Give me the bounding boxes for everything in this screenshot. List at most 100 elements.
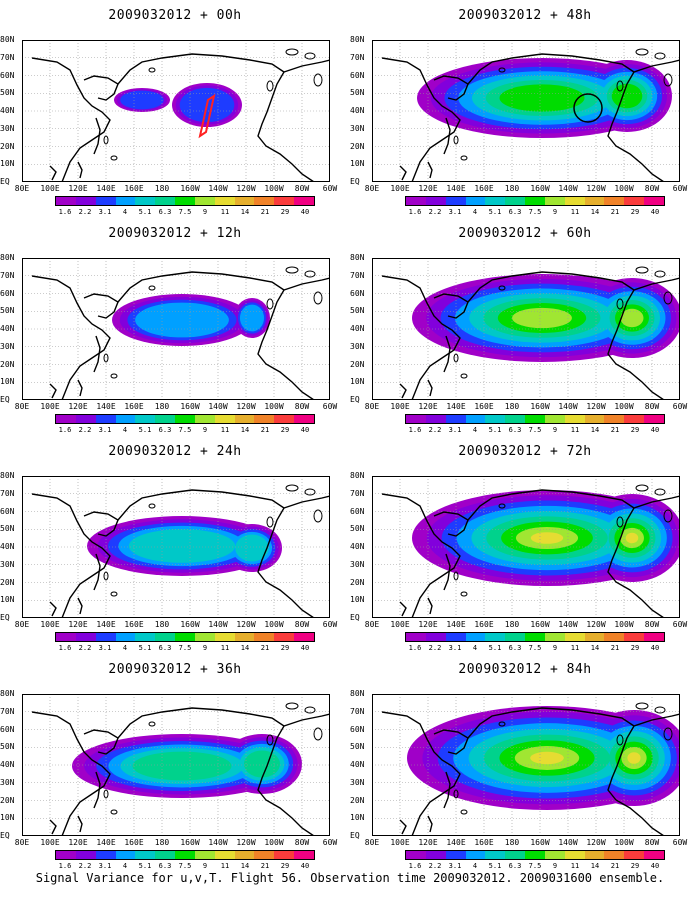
colorbar-swatch xyxy=(115,415,136,423)
latitude-label: 60N xyxy=(350,506,365,516)
latitude-label: 60N xyxy=(350,724,365,734)
colorbar-tick-label: 29 xyxy=(630,862,640,870)
island-outline xyxy=(110,373,118,379)
colorbar-tick-label: 7.5 xyxy=(178,208,192,216)
coastline xyxy=(399,819,407,835)
island-outline xyxy=(148,503,156,509)
longitude-label: 80E xyxy=(364,402,380,411)
colorbar-swatch xyxy=(465,633,486,641)
longitude-label: 80W xyxy=(294,838,310,847)
colorbar-tick-label: 1.6 xyxy=(408,426,422,434)
panel-title: 2009032012 + 24h xyxy=(108,444,242,459)
coastline xyxy=(31,57,111,182)
colorbar-swatch xyxy=(294,415,314,423)
island-outline xyxy=(266,734,274,746)
longitude-label: 160E xyxy=(124,620,144,629)
coastline xyxy=(381,275,461,400)
colorbar-swatch xyxy=(254,851,275,859)
latitude-label: EQ xyxy=(350,613,360,622)
variance-contour xyxy=(625,532,639,544)
colorbar-tick-label: 4 xyxy=(122,644,128,652)
longitude-label: 140E xyxy=(446,402,466,411)
colorbar-swatch xyxy=(56,197,76,205)
colorbar-tick-label: 21 xyxy=(260,208,270,216)
coastline xyxy=(83,293,119,319)
island-outline xyxy=(654,488,666,496)
colorbar-tick-label: 14 xyxy=(240,426,250,434)
longitude-label: 180 xyxy=(504,838,520,847)
colorbar-swatch xyxy=(485,197,506,205)
longitude-label: 120W xyxy=(586,620,606,629)
map-frame xyxy=(22,40,330,182)
colorbar-swatch xyxy=(155,633,176,641)
island-outline xyxy=(635,702,649,710)
colorbar-tick-label: 3.1 xyxy=(448,862,462,870)
longitude-label: 120W xyxy=(586,184,606,193)
colorbar-swatch xyxy=(115,197,136,205)
colorbar-swatch xyxy=(445,633,466,641)
colorbar-swatch xyxy=(564,415,585,423)
longitude-label: 180 xyxy=(154,402,170,411)
latitude-label: EQ xyxy=(350,831,360,840)
longitude-label: 120W xyxy=(586,402,606,411)
colorbar-tick-label: 2.2 xyxy=(78,644,92,652)
colorbar-tick-label: 3.1 xyxy=(448,208,462,216)
longitude-label: 140E xyxy=(96,838,116,847)
island-outline xyxy=(460,591,468,597)
latitude-label: 20N xyxy=(0,359,15,369)
island-outline xyxy=(460,155,468,161)
colorbar-tick-label: 40 xyxy=(650,426,660,434)
latitude-label: 40N xyxy=(0,760,15,769)
longitude-label: 140E xyxy=(96,184,116,193)
latitude-label: 60N xyxy=(0,288,15,298)
colorbar-tick-label: 14 xyxy=(590,426,600,434)
longitude-label: 100E xyxy=(390,620,410,629)
colorbar-swatch xyxy=(505,415,526,423)
longitude-label: 60W xyxy=(322,620,338,629)
latitude-label: 40N xyxy=(0,542,15,551)
coastline xyxy=(31,493,111,618)
longitude-label: 140W xyxy=(208,184,228,193)
latitude-label: 40N xyxy=(350,324,365,333)
colorbar-tick-label: 5.1 xyxy=(138,644,152,652)
colorbar xyxy=(55,196,315,206)
colorbar-tick-label: 21 xyxy=(260,426,270,434)
coastline xyxy=(427,597,433,615)
variance-map xyxy=(22,258,330,400)
colorbar-swatch xyxy=(194,851,215,859)
colorbar-tick-label: 4 xyxy=(472,644,478,652)
longitude-label: 160E xyxy=(124,838,144,847)
island-outline xyxy=(498,503,506,509)
island-outline xyxy=(453,353,459,363)
colorbar-tick-label: 9 xyxy=(202,644,208,652)
colorbar-swatch xyxy=(56,415,76,423)
longitude-label: 80E xyxy=(364,838,380,847)
longitude-label: 100E xyxy=(40,184,60,193)
colorbar-swatch xyxy=(644,415,664,423)
colorbar-swatch xyxy=(584,415,605,423)
colorbar-swatch xyxy=(465,415,486,423)
latitude-label: 20N xyxy=(350,359,365,369)
longitude-label: 60W xyxy=(322,402,338,411)
colorbar-swatch xyxy=(75,633,96,641)
longitude-label: 80E xyxy=(14,620,30,629)
coastline xyxy=(93,771,101,809)
island-outline xyxy=(654,270,666,278)
coastline xyxy=(607,289,665,400)
colorbar-swatch xyxy=(406,197,426,205)
coastline xyxy=(257,289,315,400)
longitude-label: 120W xyxy=(586,838,606,847)
longitude-label: 80E xyxy=(364,184,380,193)
island-outline xyxy=(266,298,274,310)
colorbar-swatch xyxy=(254,197,275,205)
island-outline xyxy=(616,80,624,92)
longitude-label: 180 xyxy=(154,184,170,193)
colorbar-tick-label: 6.3 xyxy=(508,208,522,216)
colorbar-tick-label: 3.1 xyxy=(448,644,462,652)
coastline xyxy=(467,53,635,85)
latitude-label: 70N xyxy=(350,270,365,280)
colorbar-tick-label: 5.1 xyxy=(138,208,152,216)
coastline xyxy=(283,713,330,727)
colorbar-swatch xyxy=(644,197,664,205)
map-frame xyxy=(372,476,680,618)
